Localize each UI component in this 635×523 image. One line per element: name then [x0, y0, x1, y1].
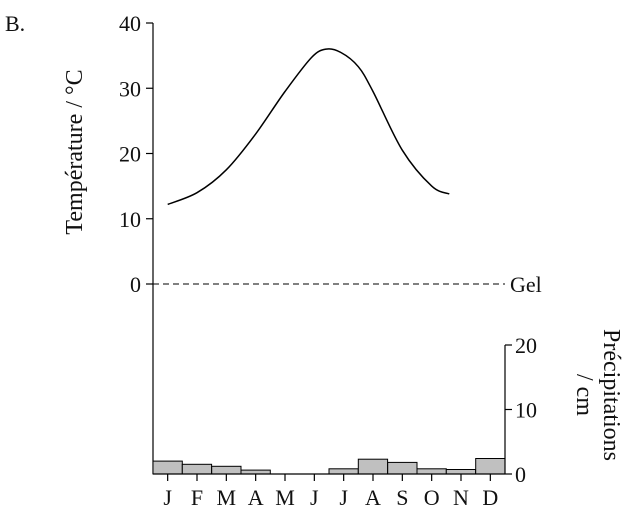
precipitation-bar — [445, 469, 477, 475]
precipitation-bar — [181, 463, 213, 475]
month-tick-label: J — [339, 485, 348, 510]
month-tick-label: F — [191, 485, 203, 510]
temperature-axis: 0 10 20 30 40 — [119, 11, 154, 474]
month-tick-label: A — [365, 485, 381, 510]
precipitation-tick-label: 20 — [515, 333, 537, 358]
month-tick-label: S — [396, 485, 408, 510]
temperature-tick-label: 20 — [119, 142, 141, 167]
precipitation-bar — [357, 458, 389, 475]
temperature-tick-label: 0 — [130, 272, 141, 297]
precipitation-axis-label-line1: Précipitations — [598, 329, 624, 461]
frost-line-label: Gel — [510, 272, 542, 297]
temperature-tick-label: 30 — [119, 76, 141, 101]
temperature-curve — [167, 48, 450, 206]
month-tick-label: D — [482, 485, 498, 510]
precipitation-bars — [152, 458, 506, 475]
precipitation-bar — [152, 460, 183, 475]
month-tick-label: J — [310, 485, 319, 510]
temperature-tick-label: 10 — [119, 207, 141, 232]
precipitation-bar — [416, 468, 447, 475]
precipitation-bar — [387, 461, 418, 475]
panel-label: B. — [5, 11, 25, 36]
month-tick-label: J — [163, 485, 172, 510]
month-tick-label: M — [217, 485, 237, 510]
precipitation-axis-label-line2: / cm — [571, 374, 597, 416]
precipitation-bar — [211, 465, 242, 475]
precipitation-bar — [328, 468, 359, 475]
precipitation-bar — [475, 458, 506, 475]
temperature-tick-label: 40 — [119, 11, 141, 36]
month-tick-label: A — [248, 485, 264, 510]
precipitation-tick-label: 10 — [515, 398, 537, 423]
month-tick-label: N — [453, 485, 469, 510]
precipitation-tick-label: 0 — [515, 462, 526, 487]
precipitation-axis: 0 10 20 — [504, 333, 537, 487]
month-tick-label: M — [275, 485, 295, 510]
temperature-axis-label: Température / °C — [62, 69, 88, 234]
month-tick-label: O — [424, 485, 440, 510]
